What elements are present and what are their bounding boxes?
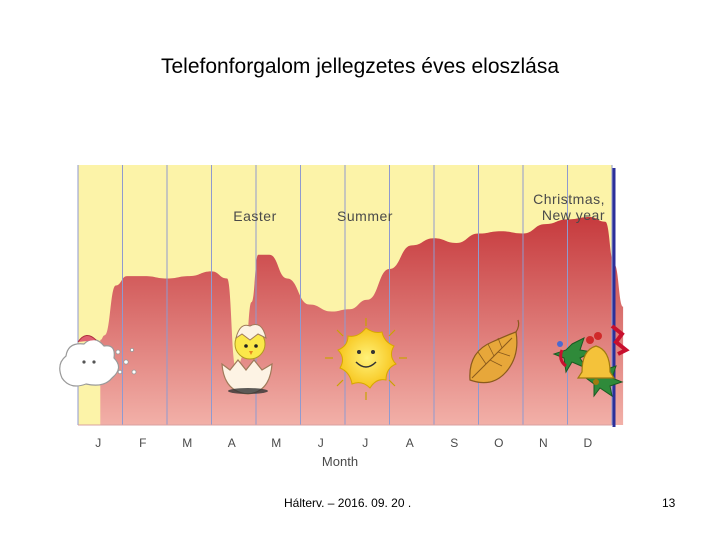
month-tick-label: D xyxy=(583,436,592,450)
annotation-label: Christmas, xyxy=(533,191,605,207)
month-tick-label: S xyxy=(450,436,458,450)
month-tick-label: N xyxy=(539,436,548,450)
month-tick-label: M xyxy=(271,436,281,450)
slide-title: Telefonforgalom jellegzetes éves eloszlá… xyxy=(160,55,560,78)
month-tick-label: O xyxy=(494,436,503,450)
hatching-chick-icon xyxy=(221,324,273,395)
x-axis-label: Month xyxy=(322,454,358,469)
month-tick-label: J xyxy=(318,436,324,450)
sun-icon xyxy=(325,318,407,400)
month-tick-label: J xyxy=(362,436,368,450)
month-tick-label: M xyxy=(182,436,192,450)
annotation-label: New year xyxy=(542,207,605,223)
annotation-label: Summer xyxy=(337,208,393,224)
month-tick-label: F xyxy=(139,436,146,450)
christmas-bell-icon xyxy=(552,324,630,398)
month-tick-label: A xyxy=(228,436,236,450)
page-number: 13 xyxy=(662,496,676,510)
month-tick-label: A xyxy=(406,436,414,450)
annotation-label: Easter xyxy=(233,208,276,224)
autumn-leaf-icon xyxy=(469,319,520,384)
footer-text: Hálterv. – 2016. 09. 20 . xyxy=(284,496,412,510)
snow-cloud-icon xyxy=(59,335,137,387)
month-tick-label: J xyxy=(95,436,101,450)
